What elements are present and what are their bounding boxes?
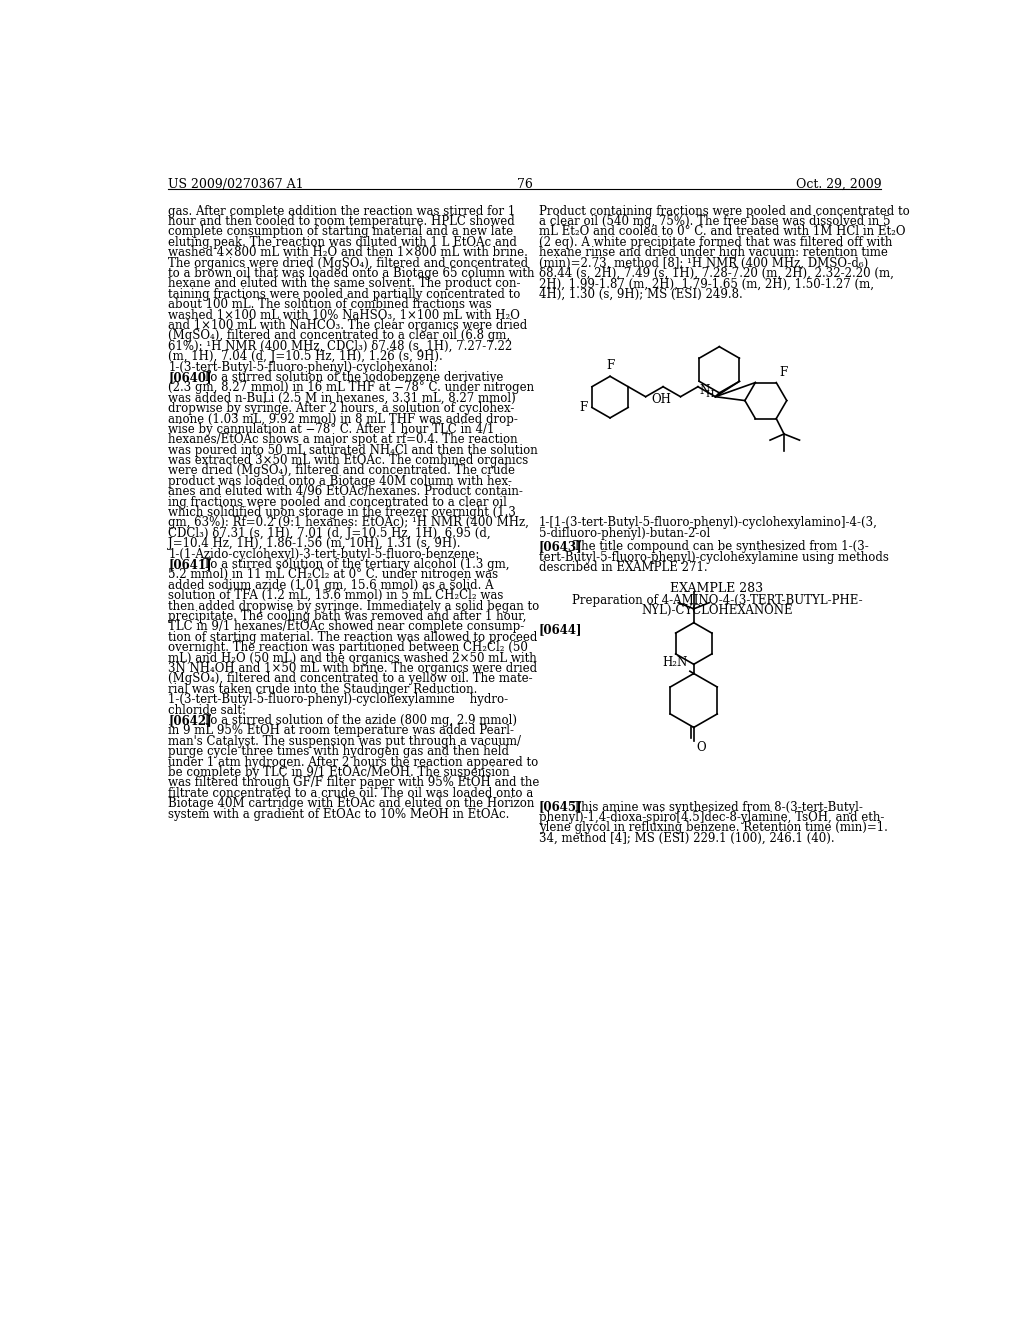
Text: 1-[1-(3-tert-Butyl-5-fluoro-phenyl)-cyclohexylamino]-4-(3,: 1-[1-(3-tert-Butyl-5-fluoro-phenyl)-cycl… (539, 516, 878, 529)
Text: solution of TFA (1.2 mL, 15.6 mmol) in 5 mL CH₂Cl₂ was: solution of TFA (1.2 mL, 15.6 mmol) in 5… (168, 589, 504, 602)
Text: J=10.4 Hz, 1H), 1.86-1.56 (m, 10H), 1.31 (s, 9H).: J=10.4 Hz, 1H), 1.86-1.56 (m, 10H), 1.31… (168, 537, 461, 550)
Text: dropwise by syringe. After 2 hours, a solution of cyclohex-: dropwise by syringe. After 2 hours, a so… (168, 403, 515, 414)
Text: H: H (705, 389, 714, 399)
Text: F: F (606, 359, 614, 372)
Text: To a stirred solution of the azide (800 mg, 2.9 mmol): To a stirred solution of the azide (800 … (191, 714, 517, 727)
Text: was poured into 50 mL saturated NH₄Cl and then the solution: was poured into 50 mL saturated NH₄Cl an… (168, 444, 538, 457)
Text: a clear oil (540 mg, 75%). The free base was dissolved in 5: a clear oil (540 mg, 75%). The free base… (539, 215, 890, 228)
Text: were dried (MgSO₄), filtered and concentrated. The crude: were dried (MgSO₄), filtered and concent… (168, 465, 515, 478)
Text: TLC in 9/1 hexanes/EtOAc showed near complete consump-: TLC in 9/1 hexanes/EtOAc showed near com… (168, 620, 524, 634)
Text: This amine was synthesized from 8-(3-tert-Butyl-: This amine was synthesized from 8-(3-ter… (562, 800, 863, 813)
Text: 34, method [4]; MS (ESI) 229.1 (100), 246.1 (40).: 34, method [4]; MS (ESI) 229.1 (100), 24… (539, 832, 835, 845)
Text: hexanes/EtOAc shows a major spot at rf=0.4. The reaction: hexanes/EtOAc shows a major spot at rf=0… (168, 433, 518, 446)
Text: 76: 76 (517, 178, 532, 190)
Text: hexane and eluted with the same solvent. The product con-: hexane and eluted with the same solvent.… (168, 277, 521, 290)
Text: 1-(1-Azido-cyclohexyl)-3-tert-butyl-5-fluoro-benzene:: 1-(1-Azido-cyclohexyl)-3-tert-butyl-5-fl… (168, 548, 479, 561)
Text: hour and then cooled to room temperature. HPLC showed: hour and then cooled to room temperature… (168, 215, 515, 228)
Text: hexane rinse and dried under high vacuum: retention time: hexane rinse and dried under high vacuum… (539, 246, 888, 259)
Text: be complete by TLC in 9/1 EtOAc/MeOH. The suspension: be complete by TLC in 9/1 EtOAc/MeOH. Th… (168, 766, 510, 779)
Text: was added n-BuLi (2.5 M in hexanes, 3.31 mL, 8.27 mmol): was added n-BuLi (2.5 M in hexanes, 3.31… (168, 392, 516, 405)
Text: chloride salt:: chloride salt: (168, 704, 247, 717)
Text: [0640]: [0640] (168, 371, 212, 384)
Text: rial was taken crude into the Staudinger Reduction.: rial was taken crude into the Staudinger… (168, 682, 477, 696)
Text: F: F (779, 367, 787, 379)
Text: O: O (696, 742, 706, 754)
Text: and 1×100 mL with NaHCO₃. The clear organics were dried: and 1×100 mL with NaHCO₃. The clear orga… (168, 319, 527, 331)
Text: taining fractions were pooled and partially concentrated to: taining fractions were pooled and partia… (168, 288, 520, 301)
Text: OH: OH (651, 393, 672, 405)
Text: to a brown oil that was loaded onto a Biotage 65 column with: to a brown oil that was loaded onto a Bi… (168, 267, 535, 280)
Text: mL Et₂O and cooled to 0° C. and treated with 1M HCl in Et₂O: mL Et₂O and cooled to 0° C. and treated … (539, 226, 905, 239)
Text: 1-(3-tert-Butyl-5-fluoro-phenyl)-cyclohexanol:: 1-(3-tert-Butyl-5-fluoro-phenyl)-cyclohe… (168, 360, 437, 374)
Text: The organics were dried (MgSO₄), filtered and concentrated: The organics were dried (MgSO₄), filtere… (168, 256, 528, 269)
Text: 1-(3-tert-Butyl-5-fluoro-phenyl)-cyclohexylamine    hydro-: 1-(3-tert-Butyl-5-fluoro-phenyl)-cyclohe… (168, 693, 509, 706)
Text: man's Catalyst. The suspension was put through a vacuum/: man's Catalyst. The suspension was put t… (168, 735, 521, 747)
Text: tert-Butyl-5-fluoro-phenyl)-cyclohexylamine using methods: tert-Butyl-5-fluoro-phenyl)-cyclohexylam… (539, 550, 889, 564)
Text: To a stirred solution of the iodobenzene derivative: To a stirred solution of the iodobenzene… (191, 371, 503, 384)
Text: then added dropwise by syringe. Immediately a solid began to: then added dropwise by syringe. Immediat… (168, 599, 540, 612)
Text: [0645]: [0645] (539, 800, 583, 813)
Text: 4H), 1.30 (s, 9H); MS (ESI) 249.8.: 4H), 1.30 (s, 9H); MS (ESI) 249.8. (539, 288, 742, 301)
Text: (MgSO₄), filtered and concentrated to a clear oil (6.8 gm,: (MgSO₄), filtered and concentrated to a … (168, 330, 510, 342)
Text: 5.2 mmol) in 11 mL CH₂Cl₂ at 0° C. under nitrogen was: 5.2 mmol) in 11 mL CH₂Cl₂ at 0° C. under… (168, 569, 499, 581)
Text: phenyl)-1,4-dioxa-spiro[4.5]dec-8-ylamine, TsOH, and eth-: phenyl)-1,4-dioxa-spiro[4.5]dec-8-ylamin… (539, 810, 884, 824)
Text: F: F (579, 401, 588, 414)
Text: anone (1.03 mL, 9.92 mmol) in 8 mL THF was added drop-: anone (1.03 mL, 9.92 mmol) in 8 mL THF w… (168, 412, 518, 425)
Text: To a stirred solution of the tertiary alcohol (1.3 gm,: To a stirred solution of the tertiary al… (191, 558, 509, 572)
Text: washed 4×800 mL with H₂O and then 1×800 mL with brine.: washed 4×800 mL with H₂O and then 1×800 … (168, 246, 528, 259)
Text: overnight. The reaction was partitioned between CH₂Cl₂ (50: overnight. The reaction was partitioned … (168, 642, 528, 655)
Text: filtrate concentrated to a crude oil. The oil was loaded onto a: filtrate concentrated to a crude oil. Th… (168, 787, 534, 800)
Text: eluting peak. The reaction was diluted with 1 L EtOAc and: eluting peak. The reaction was diluted w… (168, 236, 517, 248)
Text: was filtered through GF/F filter paper with 95% EtOH and the: was filtered through GF/F filter paper w… (168, 776, 540, 789)
Text: 3N NH₄OH and 1×50 mL with brine. The organics were dried: 3N NH₄OH and 1×50 mL with brine. The org… (168, 663, 538, 675)
Text: δ8.44 (s, 2H), 7.49 (s, 1H), 7.28-7.20 (m, 2H), 2.32-2.20 (m,: δ8.44 (s, 2H), 7.49 (s, 1H), 7.28-7.20 (… (539, 267, 894, 280)
Text: Oct. 29, 2009: Oct. 29, 2009 (796, 178, 882, 190)
Text: tion of starting material. The reaction was allowed to proceed: tion of starting material. The reaction … (168, 631, 538, 644)
Text: [0641]: [0641] (168, 558, 212, 572)
Text: in 9 mL 95% EtOH at room temperature was added Pearl-: in 9 mL 95% EtOH at room temperature was… (168, 725, 514, 738)
Text: Product containing fractions were pooled and concentrated to: Product containing fractions were pooled… (539, 205, 909, 218)
Text: complete consumption of starting material and a new late: complete consumption of starting materia… (168, 226, 513, 239)
Text: which solidified upon storage in the freezer overnight (1.3: which solidified upon storage in the fre… (168, 506, 516, 519)
Text: about 100 mL. The solution of combined fractions was: about 100 mL. The solution of combined f… (168, 298, 493, 312)
Text: product was loaded onto a Biotage 40M column with hex-: product was loaded onto a Biotage 40M co… (168, 475, 512, 488)
Text: NYL)-CYCLOHEXANONE: NYL)-CYCLOHEXANONE (641, 605, 793, 618)
Text: 5-difluoro-phenyl)-butan-2-ol: 5-difluoro-phenyl)-butan-2-ol (539, 527, 710, 540)
Text: Preparation of 4-AMINO-4-(3-TERT-BUTYL-PHE-: Preparation of 4-AMINO-4-(3-TERT-BUTYL-P… (571, 594, 862, 607)
Text: washed 1×100 mL with 10% NaHSO₃, 1×100 mL with H₂O: washed 1×100 mL with 10% NaHSO₃, 1×100 m… (168, 309, 520, 322)
Text: precipitate. The cooling bath was removed and after 1 hour,: precipitate. The cooling bath was remove… (168, 610, 526, 623)
Text: (2.3 gm, 8.27 mmol) in 16 mL THF at −78° C. under nitrogen: (2.3 gm, 8.27 mmol) in 16 mL THF at −78°… (168, 381, 535, 395)
Text: US 2009/0270367 A1: US 2009/0270367 A1 (168, 178, 304, 190)
Text: Biotage 40M cartridge with EtOAc and eluted on the Horizon: Biotage 40M cartridge with EtOAc and elu… (168, 797, 535, 810)
Text: 2H), 1.99-1.87 (m, 2H), 1.79-1.65 (m, 2H), 1.50-1.27 (m,: 2H), 1.99-1.87 (m, 2H), 1.79-1.65 (m, 2H… (539, 277, 873, 290)
Text: gas. After complete addition the reaction was stirred for 1: gas. After complete addition the reactio… (168, 205, 515, 218)
Text: ing fractions were pooled and concentrated to a clear oil: ing fractions were pooled and concentrat… (168, 496, 507, 508)
Text: was extracted 3×50 mL with EtOAc. The combined organics: was extracted 3×50 mL with EtOAc. The co… (168, 454, 528, 467)
Text: wise by cannulation at −78° C. After 1 hour TLC in 4/1: wise by cannulation at −78° C. After 1 h… (168, 422, 495, 436)
Text: (MgSO₄), filtered and concentrated to a yellow oil. The mate-: (MgSO₄), filtered and concentrated to a … (168, 672, 532, 685)
Text: [0644]: [0644] (539, 623, 583, 636)
Text: added sodium azide (1.01 gm, 15.6 mmol) as a solid. A: added sodium azide (1.01 gm, 15.6 mmol) … (168, 579, 494, 591)
Text: described in EXAMPLE 271.: described in EXAMPLE 271. (539, 561, 708, 574)
Text: ylene glycol in refluxing benzene. Retention time (min)=1.: ylene glycol in refluxing benzene. Reten… (539, 821, 888, 834)
Text: [0642]: [0642] (168, 714, 212, 727)
Text: gm, 63%): Rf=0.2 (9:1 hexanes: EtOAc); ¹H NMR (400 MHz,: gm, 63%): Rf=0.2 (9:1 hexanes: EtOAc); ¹… (168, 516, 529, 529)
Text: mL) and H₂O (50 mL) and the organics washed 2×50 mL with: mL) and H₂O (50 mL) and the organics was… (168, 652, 537, 664)
Text: system with a gradient of EtOAc to 10% MeOH in EtOAc.: system with a gradient of EtOAc to 10% M… (168, 808, 510, 821)
Text: (2 eq). A white precipitate formed that was filtered off with: (2 eq). A white precipitate formed that … (539, 236, 892, 248)
Text: N: N (699, 384, 710, 396)
Text: [0643]: [0643] (539, 540, 583, 553)
Text: CDCl₃) δ7.31 (s, 1H), 7.01 (d, J=10.5 Hz, 1H), 6.95 (d,: CDCl₃) δ7.31 (s, 1H), 7.01 (d, J=10.5 Hz… (168, 527, 490, 540)
Text: H₂N: H₂N (663, 656, 687, 669)
Text: purge cycle three times with hydrogen gas and then held: purge cycle three times with hydrogen ga… (168, 744, 509, 758)
Text: under 1 atm hydrogen. After 2 hours the reaction appeared to: under 1 atm hydrogen. After 2 hours the … (168, 755, 539, 768)
Text: EXAMPLE 283: EXAMPLE 283 (671, 582, 764, 595)
Text: anes and eluted with 4/96 EtOAc/hexanes. Product contain-: anes and eluted with 4/96 EtOAc/hexanes.… (168, 486, 523, 498)
Text: 61%): ¹H NMR (400 MHz, CDCl₃) δ7.48 (s, 1H), 7.27-7.22: 61%): ¹H NMR (400 MHz, CDCl₃) δ7.48 (s, … (168, 339, 513, 352)
Text: The title compound can be synthesized from 1-(3-: The title compound can be synthesized fr… (562, 540, 869, 553)
Text: (min)=2.73, method [8]; ¹H NMR (400 MHz, DMSO-d₆): (min)=2.73, method [8]; ¹H NMR (400 MHz,… (539, 256, 868, 269)
Text: (m, 1H), 7.04 (d, J=10.5 Hz, 1H), 1.26 (s, 9H).: (m, 1H), 7.04 (d, J=10.5 Hz, 1H), 1.26 (… (168, 350, 443, 363)
